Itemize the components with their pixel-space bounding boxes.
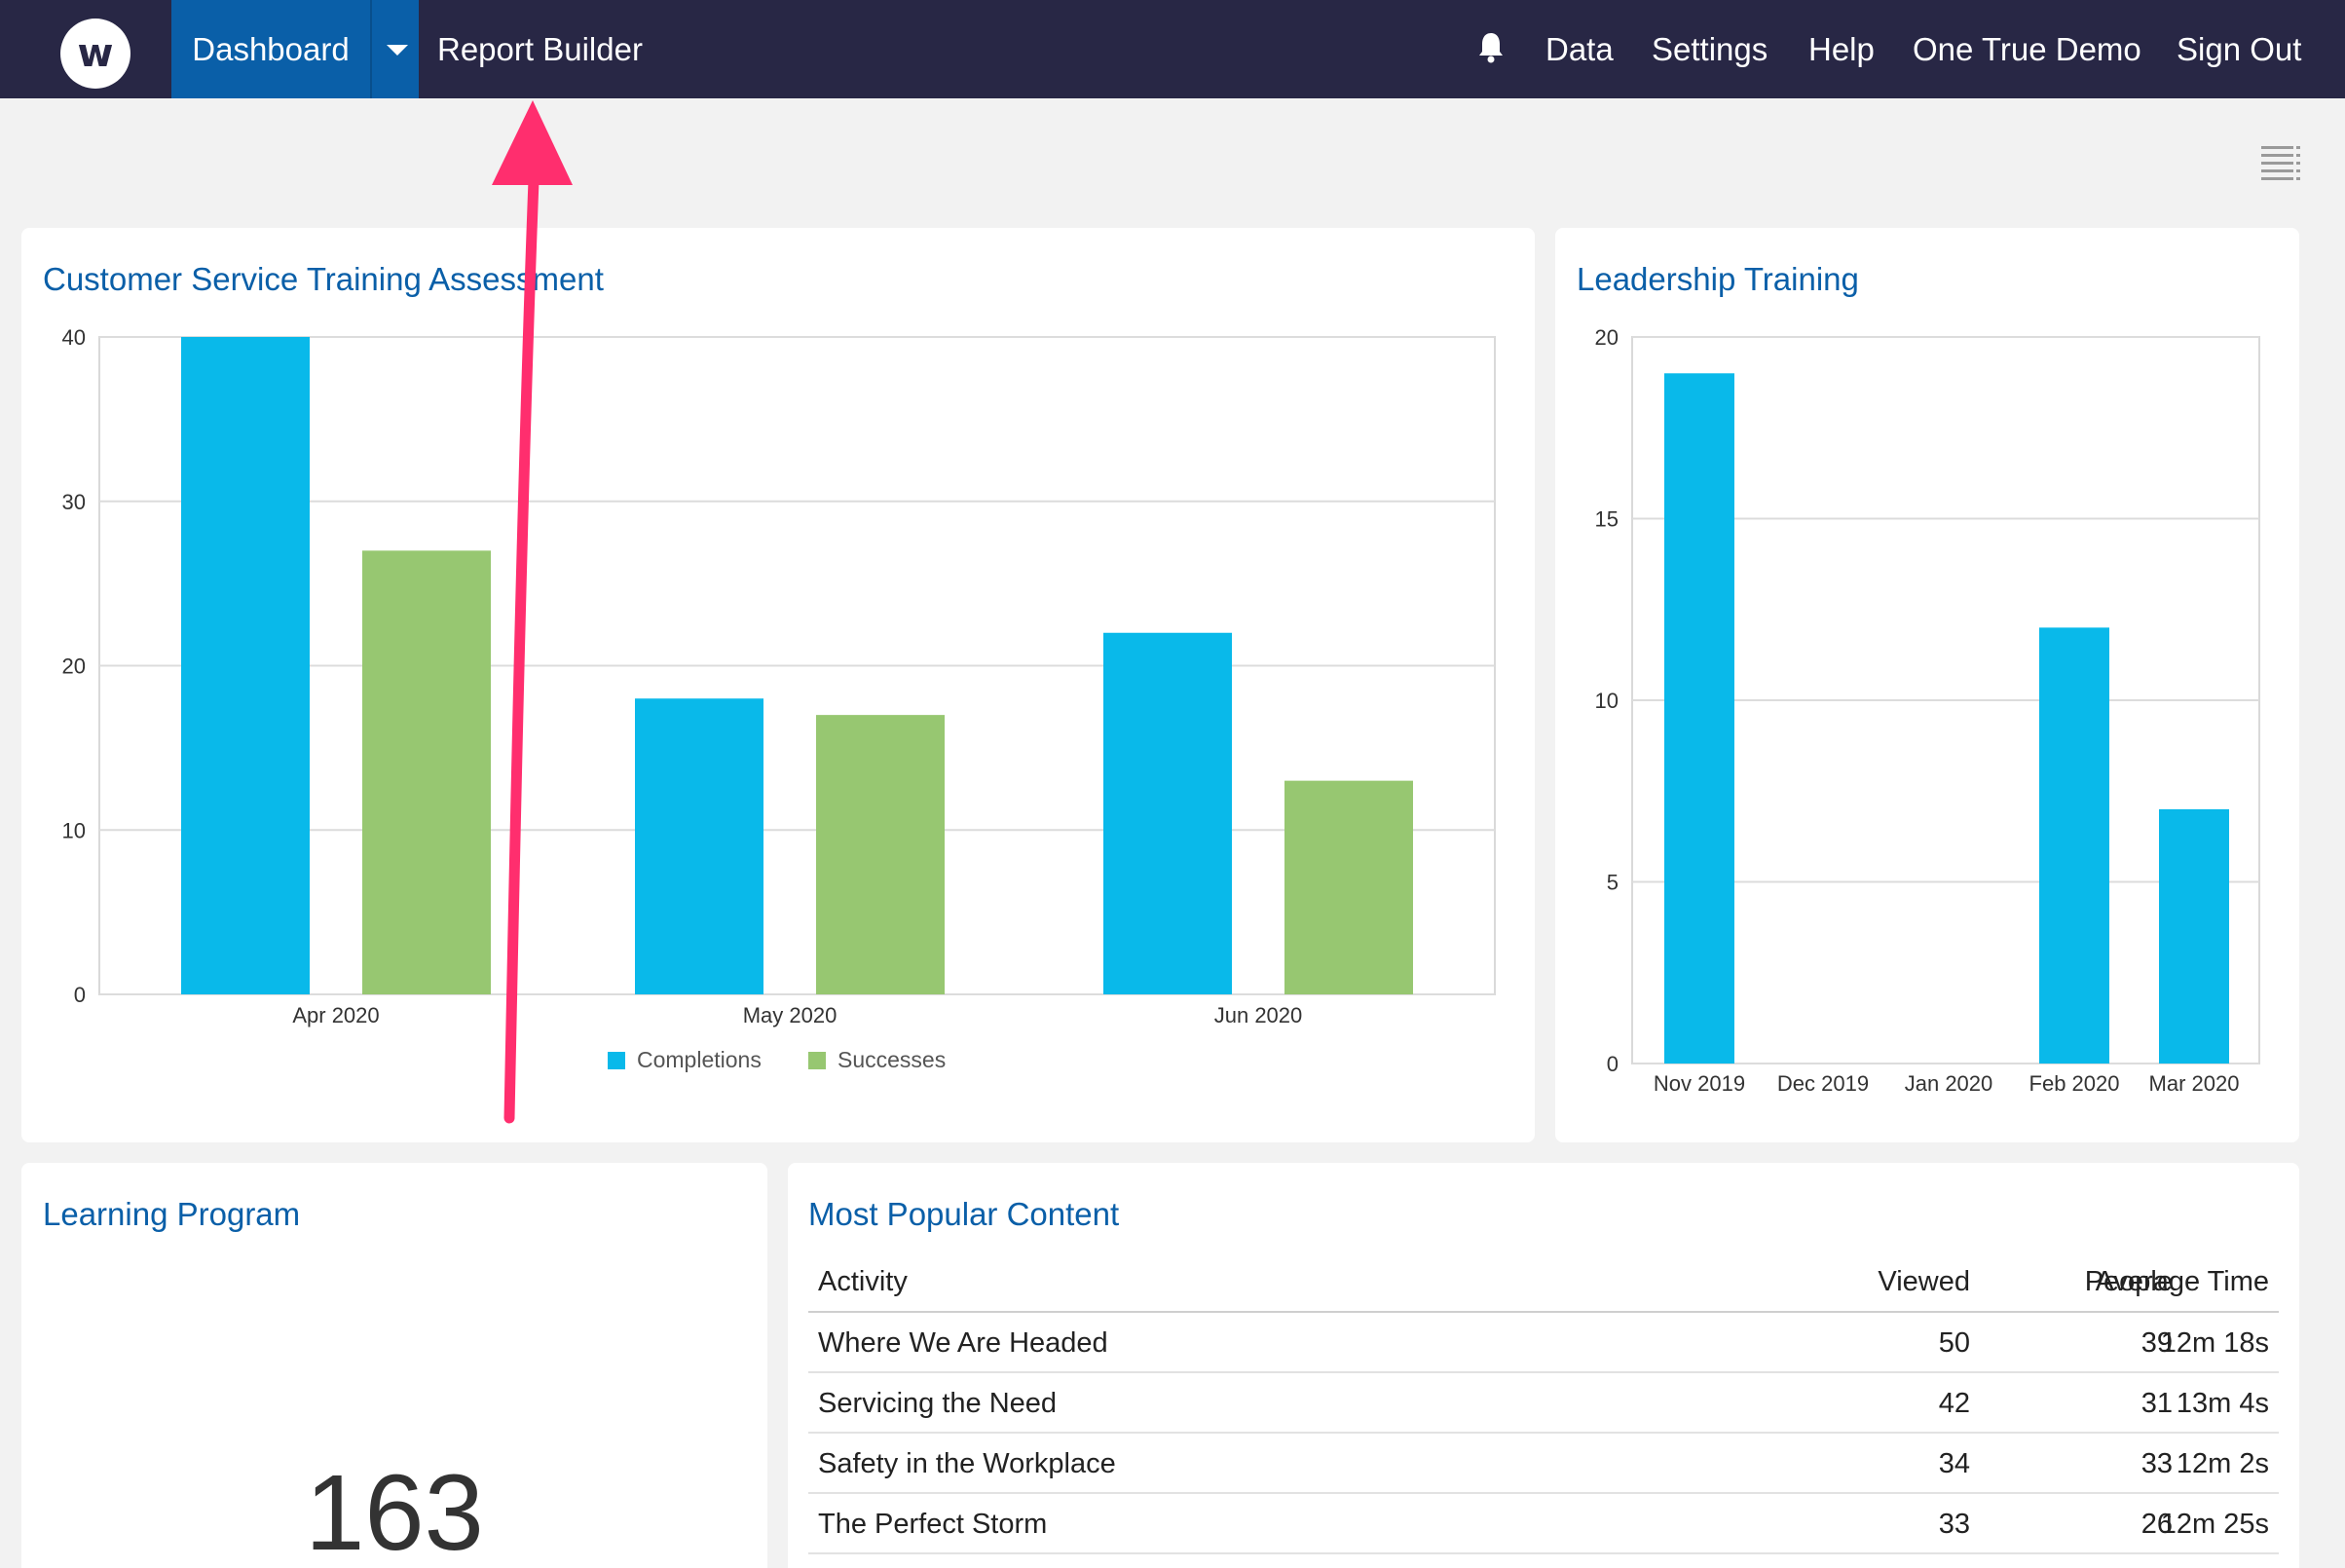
x-tick-label: Mar 2020 [2149,1071,2240,1096]
row-people: 26 [2140,1509,2173,1540]
table-row[interactable]: Safety in the Workplace 34 33 12m 2s [808,1434,2279,1494]
learning-program-value: 163 [305,1453,484,1568]
row-activity[interactable]: The Perfect Storm [818,1509,1048,1540]
popular-content-title: Most Popular Content [808,1196,1120,1232]
header-activity[interactable]: Activity [818,1266,908,1297]
bar [2159,808,2229,1064]
y-tick-label: 40 [62,325,86,350]
table-row[interactable]: Servicing the Need 42 31 13m 4s [808,1373,2279,1434]
row-viewed: 33 [1938,1509,1970,1540]
row-activity[interactable]: Servicing the Need [818,1388,1058,1419]
nav-sign-out[interactable]: Sign Out [2177,31,2302,67]
notifications-bell-icon[interactable] [1476,31,1506,64]
x-tick-label: Feb 2020 [2029,1071,2120,1096]
x-tick-label: Nov 2019 [1654,1071,1745,1096]
row-activity[interactable]: Where We Are Headed [818,1327,1108,1359]
y-tick-label: 10 [62,818,86,842]
row-average-time: 12m 18s [2160,1327,2269,1359]
bar-completions [181,337,310,994]
x-tick-label: Jan 2020 [1905,1071,1993,1096]
row-average-time: 13m 4s [2176,1388,2269,1419]
learning-program-card [21,1163,767,1568]
bar-completions [635,698,763,994]
bar-successes [362,550,491,994]
bar-completions [1103,632,1232,994]
nav-account[interactable]: One True Demo [1913,31,2141,67]
bar [1664,373,1734,1064]
popular-content-table: Activity Viewed People Average Time Wher… [808,1237,2279,1554]
x-tick-label: May 2020 [743,1003,838,1027]
logo-letter: w [77,31,114,76]
row-average-time: 12m 25s [2160,1509,2269,1540]
table-header: Activity Viewed People Average Time [808,1237,2279,1313]
nav-settings[interactable]: Settings [1652,31,1768,67]
row-viewed: 34 [1938,1448,1970,1479]
x-tick-label: Jun 2020 [1214,1003,1303,1027]
nav-report-builder[interactable]: Report Builder [437,31,643,67]
y-tick-label: 0 [1607,1052,1619,1076]
row-people: 39 [2140,1327,2173,1359]
dashboard-dropdown-caret-icon[interactable] [370,0,419,98]
layout-menu-icon[interactable] [2261,146,2300,181]
bar-successes [816,715,945,994]
y-tick-label: 15 [1595,507,1619,532]
bar [2039,627,2109,1064]
row-viewed: 42 [1938,1388,1970,1419]
table-row[interactable]: Where We Are Headed 50 39 12m 18s [808,1313,2279,1373]
learning-program-title: Learning Program [43,1196,301,1232]
y-tick-label: 5 [1607,871,1619,895]
y-tick-label: 20 [1595,325,1619,350]
header-people[interactable]: People [2084,1266,2173,1297]
header-viewed[interactable]: Viewed [1878,1266,1970,1297]
home-logo[interactable]: w [60,19,130,89]
popular-content-card [788,1163,2299,1568]
legend-label: Completions [637,1047,762,1072]
row-viewed: 50 [1938,1327,1970,1359]
x-tick-label: Dec 2019 [1777,1071,1869,1096]
table-row[interactable]: The Perfect Storm 33 26 12m 25s [808,1494,2279,1554]
bar-successes [1284,780,1413,994]
legend-swatch [808,1052,826,1069]
leadership-title: Leadership Training [1577,261,1859,297]
y-tick-label: 10 [1595,689,1619,713]
row-people: 31 [2140,1388,2173,1419]
nav-dashboard[interactable]: Dashboard [171,0,370,98]
legend-label: Successes [838,1047,946,1072]
nav-data[interactable]: Data [1545,31,1614,67]
row-average-time: 12m 2s [2176,1448,2269,1479]
legend-swatch [608,1052,625,1069]
row-people: 33 [2140,1448,2173,1479]
x-tick-label: Apr 2020 [292,1003,379,1027]
row-activity[interactable]: Safety in the Workplace [818,1448,1116,1479]
y-tick-label: 30 [62,490,86,514]
top-navbar: w Dashboard Report Builder Data Settings… [0,0,2345,98]
nav-help[interactable]: Help [1808,31,1875,67]
y-tick-label: 0 [74,983,86,1007]
header-average-time[interactable]: Average Time [2095,1266,2269,1297]
y-tick-label: 20 [62,654,86,679]
